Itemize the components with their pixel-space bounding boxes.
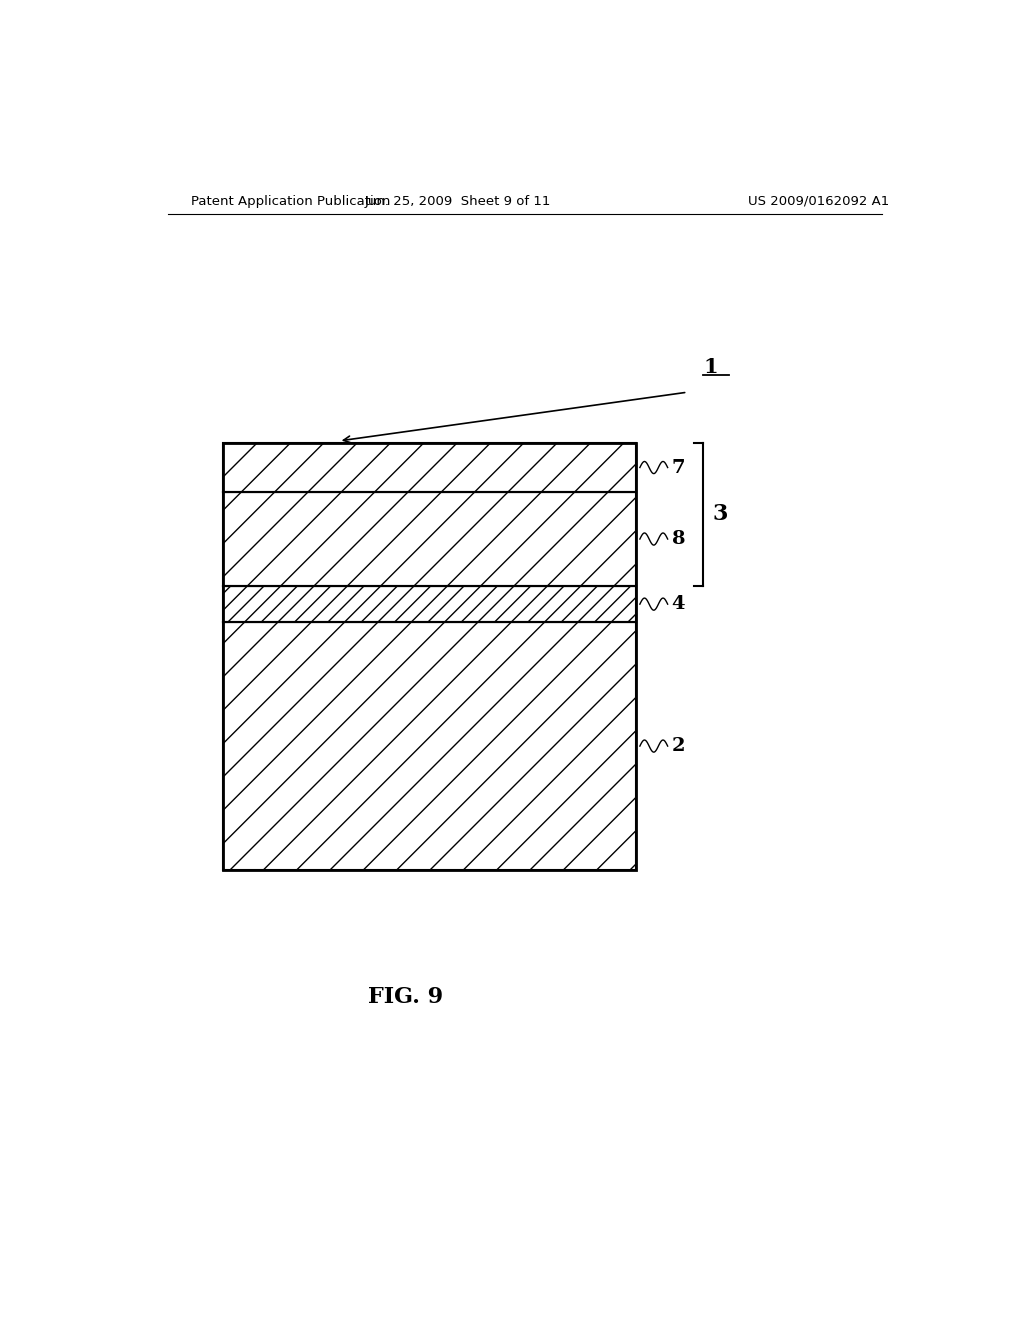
Bar: [223, 492, 636, 586]
Bar: [223, 444, 636, 870]
Text: US 2009/0162092 A1: US 2009/0162092 A1: [748, 194, 889, 207]
Text: 1: 1: [703, 356, 718, 376]
Bar: [223, 586, 636, 622]
Text: 2: 2: [672, 737, 685, 755]
Text: 7: 7: [672, 458, 685, 477]
Text: 3: 3: [713, 503, 728, 525]
Text: 4: 4: [672, 595, 685, 614]
Text: Jun. 25, 2009  Sheet 9 of 11: Jun. 25, 2009 Sheet 9 of 11: [365, 194, 551, 207]
Text: FIG. 9: FIG. 9: [369, 986, 443, 1008]
Text: 8: 8: [672, 531, 685, 548]
Bar: [223, 444, 636, 492]
Text: Patent Application Publication: Patent Application Publication: [191, 194, 391, 207]
Bar: [223, 622, 636, 870]
